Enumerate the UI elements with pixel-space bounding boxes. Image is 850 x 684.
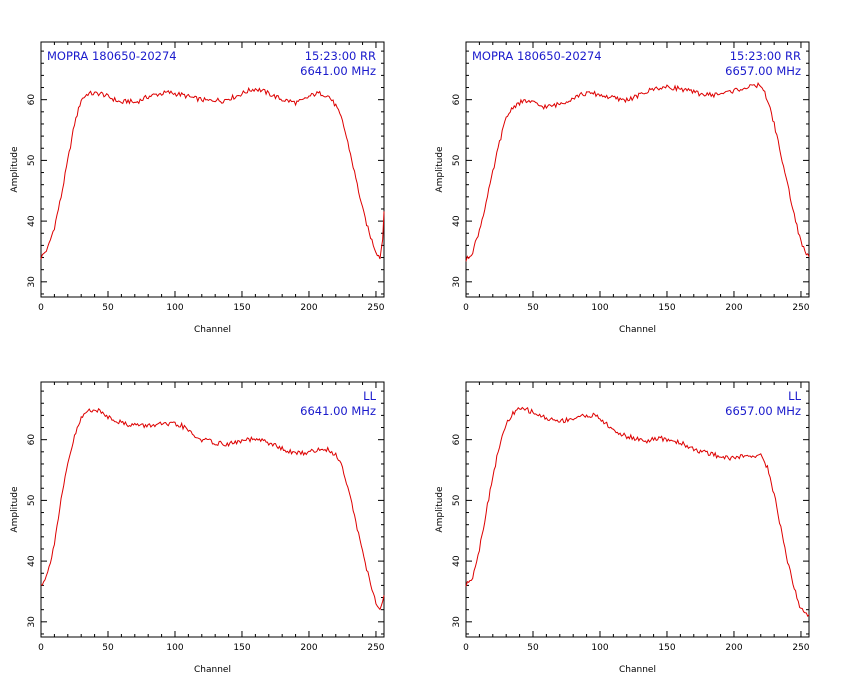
y-axis-title: Amplitude — [435, 486, 445, 533]
x-tick-label: 50 — [102, 643, 114, 653]
y-tick-label: 50 — [27, 154, 37, 166]
x-axis-title: Channel — [619, 665, 656, 675]
plot-frame — [465, 381, 810, 638]
x-tick-label: 250 — [367, 303, 384, 313]
y-tick-label: 40 — [27, 555, 37, 567]
spectrum-trace-4 — [465, 406, 810, 618]
x-axis-title: Channel — [194, 325, 231, 335]
y-axis-title: Amplitude — [435, 146, 445, 193]
x-tick-label: 150 — [233, 303, 250, 313]
y-tick-label: 40 — [27, 215, 37, 227]
x-tick-label: 50 — [527, 303, 539, 313]
spectrum-trace-1 — [40, 86, 385, 260]
time-polarization-label: LL — [363, 389, 376, 403]
y-tick-label: 50 — [452, 154, 462, 166]
x-tick-label: 150 — [658, 303, 675, 313]
y-tick-label: 40 — [452, 215, 462, 227]
y-tick-label: 30 — [452, 276, 462, 288]
plot-frame — [465, 41, 810, 298]
spectrum-panel-4: 0 50 100 150 200 250 30 40 50 60 Channel Amplitude L… — [435, 381, 810, 675]
x-tick-label: 100 — [166, 303, 183, 313]
x-tick-label: 200 — [300, 303, 317, 313]
spectrum-panel-2: 0 50 100 150 200 250 30 40 50 60 Channel Amplitude M… — [435, 41, 810, 335]
y-tick-label: 30 — [27, 616, 37, 628]
y-tick-label: 50 — [452, 494, 462, 506]
spectrum-trace-2 — [465, 82, 810, 262]
time-polarization-label: 15:23:00 RR — [730, 49, 801, 63]
x-tick-label: 200 — [300, 643, 317, 653]
spectrum-panel-1: 0 50 100 150 200 250 30 40 50 60 Channel Amplitude M… — [10, 41, 385, 335]
x-tick-label: 250 — [792, 643, 809, 653]
y-tick-label: 60 — [27, 434, 37, 446]
y-tick-label: 30 — [452, 616, 462, 628]
spectrum-trace-3 — [40, 407, 385, 611]
spectrum-panel-3: 0 50 100 150 200 250 30 40 50 60 Channel Amplitude L… — [10, 381, 385, 675]
x-tick-label: 50 — [527, 643, 539, 653]
time-polarization-label: LL — [788, 389, 801, 403]
y-tick-label: 30 — [27, 276, 37, 288]
source-label: MOPRA 180650-20274 — [472, 49, 602, 63]
plot-frame — [40, 381, 385, 638]
frequency-label: 6641.00 MHz — [300, 404, 376, 418]
plot-frame — [40, 41, 385, 298]
frequency-label: 6657.00 MHz — [725, 404, 801, 418]
y-axis-title: Amplitude — [10, 486, 20, 533]
x-tick-label: 0 — [463, 303, 469, 313]
x-tick-label: 100 — [591, 303, 608, 313]
y-tick-label: 40 — [452, 555, 462, 567]
x-tick-label: 250 — [792, 303, 809, 313]
x-tick-label: 0 — [38, 303, 44, 313]
y-tick-label: 60 — [27, 94, 37, 106]
x-tick-label: 0 — [38, 643, 44, 653]
y-tick-label: 60 — [452, 94, 462, 106]
x-tick-label: 0 — [463, 643, 469, 653]
source-label: MOPRA 180650-20274 — [47, 49, 177, 63]
x-tick-label: 50 — [102, 303, 114, 313]
y-axis-title: Amplitude — [10, 146, 20, 193]
x-tick-label: 100 — [166, 643, 183, 653]
frequency-label: 6641.00 MHz — [300, 64, 376, 78]
time-polarization-label: 15:23:00 RR — [305, 49, 376, 63]
x-tick-label: 250 — [367, 643, 384, 653]
x-tick-label: 200 — [725, 643, 742, 653]
x-tick-label: 100 — [591, 643, 608, 653]
y-tick-label: 60 — [452, 434, 462, 446]
x-tick-label: 150 — [233, 643, 250, 653]
x-axis-title: Channel — [619, 325, 656, 335]
y-tick-label: 50 — [27, 494, 37, 506]
frequency-label: 6657.00 MHz — [725, 64, 801, 78]
x-axis-title: Channel — [194, 665, 231, 675]
x-tick-label: 150 — [658, 643, 675, 653]
x-tick-label: 200 — [725, 303, 742, 313]
